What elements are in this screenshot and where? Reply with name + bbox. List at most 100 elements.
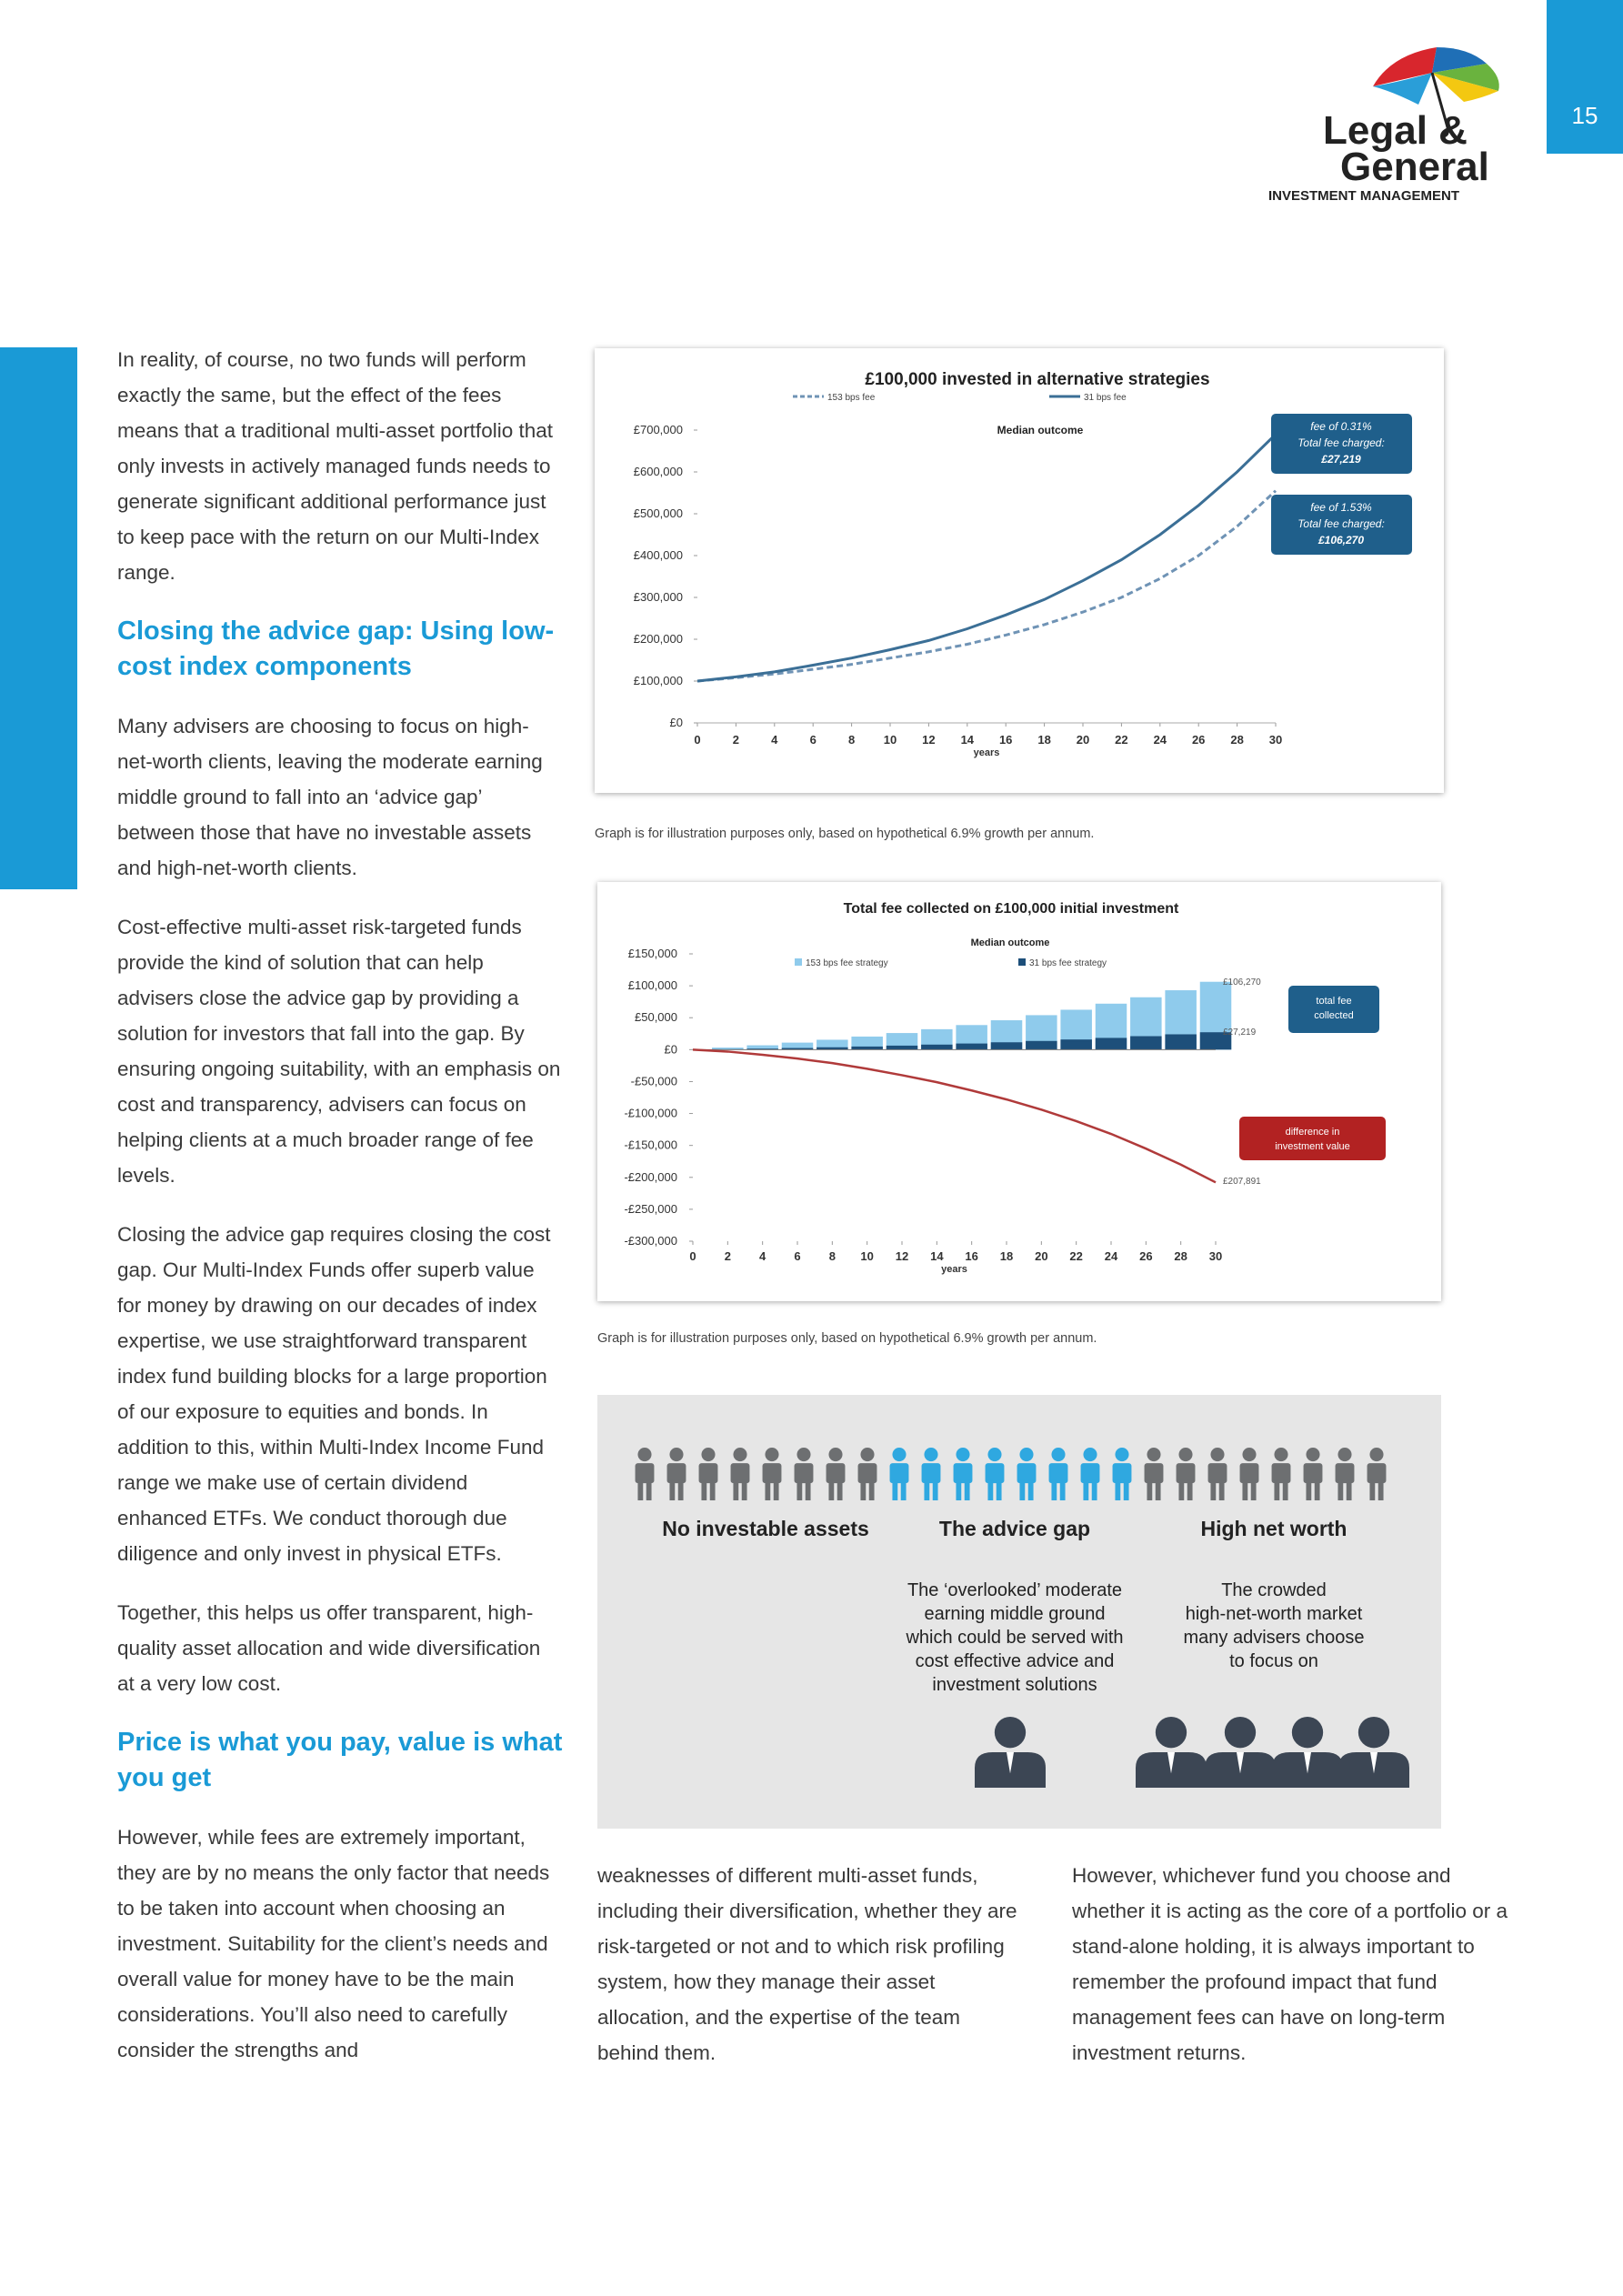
person-icon [709, 1479, 716, 1500]
annotation-text: Total fee charged: [1297, 517, 1385, 530]
person-icon [733, 1479, 739, 1500]
chart-note: Graph is for illustration purposes only,… [595, 827, 1095, 841]
annotation-text: fee of 1.53% [1310, 501, 1372, 514]
x-tick-label: 2 [733, 733, 739, 747]
y-tick-label: -£50,000 [631, 1074, 677, 1088]
bar [817, 1039, 848, 1050]
x-tick-label: 30 [1209, 1249, 1222, 1263]
group-description: high-net-worth market [1186, 1604, 1363, 1624]
person-icon [932, 1479, 938, 1500]
end-label: £27,219 [1223, 1028, 1257, 1038]
person-icon [796, 1479, 803, 1500]
group-title: The advice gap [939, 1517, 1090, 1540]
annotation-text: £106,270 [1317, 534, 1364, 546]
person-icon [924, 1479, 930, 1500]
person-icon [1155, 1479, 1161, 1500]
bar [746, 1045, 778, 1050]
person-icon [1051, 1448, 1066, 1462]
person-icon [1337, 1479, 1344, 1500]
y-tick-label: -£150,000 [624, 1138, 677, 1152]
person-icon [1337, 1448, 1352, 1462]
person-icon [698, 1463, 718, 1484]
logo-name: General [1340, 145, 1489, 189]
bar [886, 1033, 918, 1050]
legend-swatch [795, 958, 802, 966]
bar [886, 1045, 918, 1050]
x-tick-label: 16 [965, 1249, 977, 1263]
paragraph: However, while fees are extremely import… [117, 1826, 550, 2061]
person-icon [669, 1479, 676, 1500]
group-description: investment solutions [932, 1675, 1097, 1695]
logo-umbrella [1373, 73, 1432, 105]
person-icon [1027, 1479, 1034, 1500]
person-icon [1335, 1463, 1355, 1484]
bar [712, 1048, 744, 1050]
person-icon [1207, 1463, 1227, 1484]
paragraph: Cost-effective multi-asset risk-targeted… [117, 916, 561, 1187]
x-tick-label: 12 [896, 1249, 908, 1263]
bottom-column: However, whichever fund you choose and w… [1072, 1864, 1508, 2064]
x-tick-label: 8 [829, 1249, 836, 1263]
bar [1060, 1039, 1092, 1050]
person-icon [1019, 1479, 1026, 1500]
person-icon [956, 1479, 962, 1500]
bar [781, 1048, 814, 1050]
heading: Closing the advice gap: Using low-cost i… [117, 617, 555, 681]
person-icon [868, 1479, 875, 1500]
paragraph: Many advisers are choosing to focus on h… [117, 715, 543, 879]
x-tick-label: 12 [922, 733, 935, 747]
bar [851, 1046, 883, 1050]
person-icon [860, 1479, 867, 1500]
person-icon [1083, 1479, 1089, 1500]
person-icon [1155, 1717, 1187, 1749]
person-icon [1224, 1717, 1257, 1749]
person-icon [837, 1479, 843, 1500]
annotation-text: Total fee charged: [1297, 436, 1385, 449]
logo-name: Legal & [1323, 108, 1468, 153]
person-icon [677, 1479, 684, 1500]
person-icon [1019, 1448, 1034, 1462]
y-tick-label: £150,000 [628, 947, 677, 960]
person-icon [765, 1479, 771, 1500]
person-icon [1378, 1479, 1384, 1500]
bar [990, 1042, 1023, 1050]
group-description: The ‘overlooked’ moderate [907, 1580, 1122, 1600]
person-icon [741, 1479, 747, 1500]
difference-line [692, 1048, 1217, 1184]
x-tick-label: 2 [725, 1249, 731, 1263]
person-icon [1346, 1479, 1352, 1500]
y-tick-label: £200,000 [634, 632, 683, 646]
x-tick-label: 30 [1269, 733, 1282, 747]
bar [956, 1043, 987, 1050]
person-icon [794, 1463, 814, 1484]
x-tick-label: 26 [1139, 1249, 1152, 1263]
page-tab: 15 [1547, 0, 1623, 154]
person-icon [1059, 1479, 1066, 1500]
page-number: 15 [1571, 102, 1598, 129]
person-tie [1007, 1752, 1014, 1774]
group-description: which could be served with [905, 1628, 1123, 1648]
annotation-text: fee of 0.31% [1310, 420, 1372, 433]
person-icon [1210, 1448, 1225, 1462]
person-icon [669, 1448, 684, 1462]
annotation-text: investment value [1275, 1141, 1350, 1152]
y-tick-label: £700,000 [634, 423, 683, 436]
x-tick-label: 4 [771, 733, 778, 747]
left-column: In reality, of course, no two funds will… [117, 342, 563, 2091]
person-icon [956, 1448, 970, 1462]
person-icon [1210, 1479, 1217, 1500]
group-title: No investable assets [662, 1517, 869, 1540]
x-tick-label: 20 [1077, 733, 1089, 747]
person-icon [1369, 1479, 1376, 1500]
chart-title: Total fee collected on £100,000 initial … [844, 901, 1179, 917]
person-icon [1306, 1448, 1320, 1462]
y-tick-label: -£250,000 [624, 1202, 677, 1216]
person-icon [1282, 1479, 1288, 1500]
y-tick-label: £0 [665, 1042, 677, 1056]
person-icon [987, 1448, 1002, 1462]
y-tick-label: £400,000 [634, 548, 683, 562]
person-tie [1237, 1752, 1244, 1774]
group-description: The crowded [1221, 1580, 1327, 1600]
side-bar [0, 347, 77, 889]
